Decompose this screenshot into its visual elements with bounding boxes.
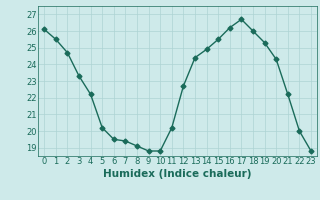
X-axis label: Humidex (Indice chaleur): Humidex (Indice chaleur) (103, 169, 252, 179)
